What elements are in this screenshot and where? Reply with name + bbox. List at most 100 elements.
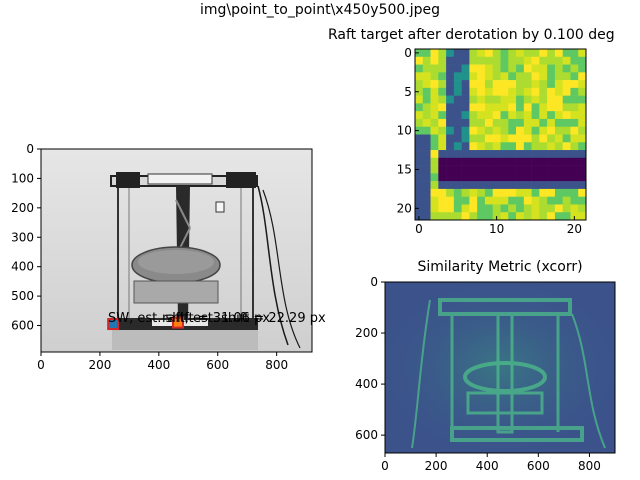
raft-cell [484, 150, 494, 159]
raft-cell [461, 196, 470, 205]
raft-cell [523, 80, 532, 89]
raft-cell [531, 87, 540, 96]
raft-cell [516, 95, 525, 104]
raft-cell [422, 134, 431, 143]
raft-cell [500, 56, 509, 65]
raft-cell [484, 49, 494, 58]
raft-cell [508, 95, 517, 104]
raft-cell [438, 49, 447, 58]
raft-cell [415, 56, 424, 65]
raft-cell [492, 87, 501, 96]
raft-cell [508, 196, 517, 205]
raft-cell [547, 80, 556, 89]
raft-cell [554, 80, 563, 89]
raft-cell [554, 126, 563, 135]
raft-cell [446, 126, 455, 135]
raft-cell [430, 126, 439, 135]
similarity-xtick-label: 0 [381, 459, 389, 473]
raft-cell [430, 204, 439, 213]
raft-cell [500, 212, 509, 221]
raft-cell [446, 157, 455, 166]
raft-cell [469, 103, 478, 112]
raft-cell [415, 165, 424, 174]
raft-cell [430, 212, 439, 221]
raft-cell [516, 157, 525, 166]
raft-target-title: Raft target after derotation by 0.100 de… [328, 27, 615, 43]
raft-cell [492, 134, 501, 143]
raft-cell [523, 196, 532, 205]
raft-cell [523, 142, 532, 151]
raft-cell [523, 134, 532, 143]
raft-cell [578, 212, 587, 221]
raft-cell [461, 103, 470, 112]
photo-ytick-label: 0 [26, 142, 34, 156]
raft-cell [578, 173, 587, 182]
raft-cell [415, 188, 424, 197]
raft-cell [461, 118, 470, 128]
raft-cell [446, 150, 455, 159]
raft-cell [453, 212, 462, 221]
raft-cell [415, 111, 424, 120]
raft-cell [578, 142, 587, 151]
photo-xtick-label: 200 [88, 358, 111, 372]
raft-cell [523, 103, 532, 112]
raft-cell [578, 64, 587, 73]
raft-cell [539, 103, 548, 112]
raft-cell [469, 49, 478, 58]
raft-cell [578, 111, 587, 120]
raft-cell [539, 142, 548, 151]
raft-cell [562, 118, 571, 128]
raft-cell [562, 188, 571, 197]
raft-cell [484, 212, 494, 221]
annotation-sw-label: SW, est. shift = 31.06 px [108, 311, 270, 326]
raft-cell [523, 95, 532, 104]
raft-cell [422, 196, 431, 205]
raft-cell [539, 64, 548, 73]
photo-ytick-label: 600 [11, 319, 34, 333]
raft-cell [415, 196, 424, 205]
similarity-ytick-label: 400 [355, 377, 378, 391]
raft-cell [477, 142, 486, 151]
raft-ytick-label: 20 [397, 201, 412, 215]
raft-cell [578, 95, 587, 104]
raft-cell [500, 95, 509, 104]
raft-cell [430, 72, 439, 81]
raft-cell [461, 72, 470, 81]
raft-cell [516, 212, 525, 221]
raft-cell [438, 56, 447, 65]
raft-cell [547, 95, 556, 104]
raft-cell [492, 49, 501, 58]
raft-cell [531, 64, 540, 73]
raft-cell [446, 56, 455, 65]
raft-cell [516, 103, 525, 112]
raft-cell [562, 87, 571, 96]
raft-cell [477, 150, 486, 159]
raft-cell [539, 157, 548, 166]
raft-cell [438, 150, 447, 159]
annotation-marker-0 [107, 318, 120, 331]
raft-cell [539, 111, 548, 120]
raft-cell [422, 111, 431, 120]
raft-cell [422, 212, 431, 221]
raft-cell [446, 142, 455, 151]
raft-cell [554, 64, 563, 73]
raft-cell [430, 188, 439, 197]
raft-cell [554, 173, 563, 182]
raft-cell [461, 204, 470, 213]
raft-cell [461, 126, 470, 135]
raft-cell [477, 165, 486, 174]
raft-cell [508, 188, 517, 197]
raft-cell [539, 204, 548, 213]
raft-cell [508, 72, 517, 81]
raft-cell [484, 196, 494, 205]
raft-cell [430, 157, 439, 166]
raft-cell [430, 95, 439, 104]
raft-cell [500, 196, 509, 205]
raft-cell [453, 64, 462, 73]
photo-ytick-label: 100 [11, 171, 34, 185]
raft-cell [446, 103, 455, 112]
photo-xtick-label: 0 [37, 358, 45, 372]
raft-cell [516, 173, 525, 182]
raft-cell [461, 165, 470, 174]
raft-cell [554, 150, 563, 159]
